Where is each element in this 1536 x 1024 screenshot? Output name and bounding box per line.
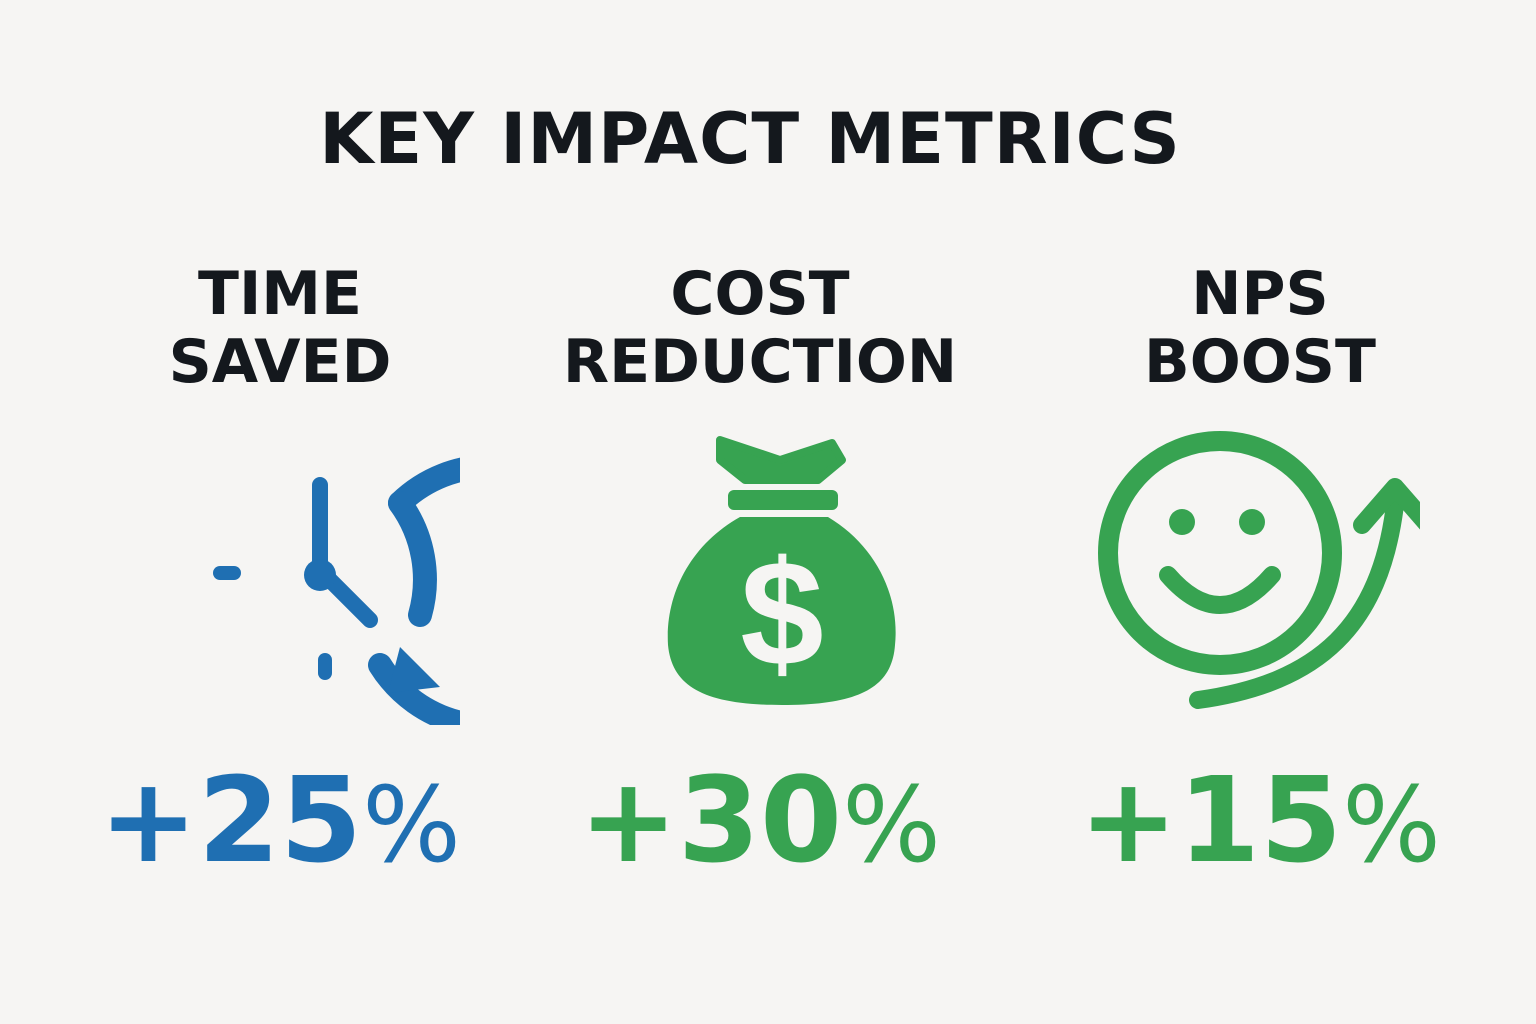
metric-label-line1: NPS bbox=[1191, 259, 1329, 329]
metric-value-unit: % bbox=[842, 764, 941, 886]
svg-text:$: $ bbox=[740, 529, 823, 697]
page-title: KEY IMPACT METRICS bbox=[319, 98, 1181, 180]
metric-label-line2: BOOST bbox=[1144, 327, 1376, 397]
metric-value: +30% bbox=[520, 760, 1000, 885]
metric-label: TIME SAVED bbox=[40, 260, 520, 396]
metric-label-line2: SAVED bbox=[168, 327, 392, 397]
metric-value-number: +15 bbox=[1079, 751, 1343, 889]
clock-refresh-icon bbox=[213, 457, 460, 725]
metric-value-unit: % bbox=[362, 764, 461, 886]
metric-cost-reduction: COST REDUCTION $ +30% bbox=[520, 0, 1000, 1024]
metric-value-unit: % bbox=[1342, 764, 1441, 886]
metric-label: COST REDUCTION bbox=[520, 260, 1000, 396]
smiley-arrow-icon bbox=[1098, 431, 1420, 709]
metric-value: +25% bbox=[40, 760, 520, 885]
metric-label-line1: COST bbox=[670, 259, 850, 329]
metric-label-line1: TIME bbox=[198, 259, 362, 329]
metric-label-line2: REDUCTION bbox=[562, 327, 958, 397]
metric-label: NPS BOOST bbox=[1020, 260, 1500, 396]
metric-value-number: +25 bbox=[99, 751, 363, 889]
metric-value-number: +30 bbox=[579, 751, 843, 889]
metric-value: +15% bbox=[1020, 760, 1500, 885]
metric-time-saved: TIME SAVED +25% bbox=[40, 0, 520, 1024]
money-bag-icon: $ bbox=[667, 436, 896, 705]
metric-nps-boost: NPS BOOST +15% bbox=[1020, 0, 1500, 1024]
